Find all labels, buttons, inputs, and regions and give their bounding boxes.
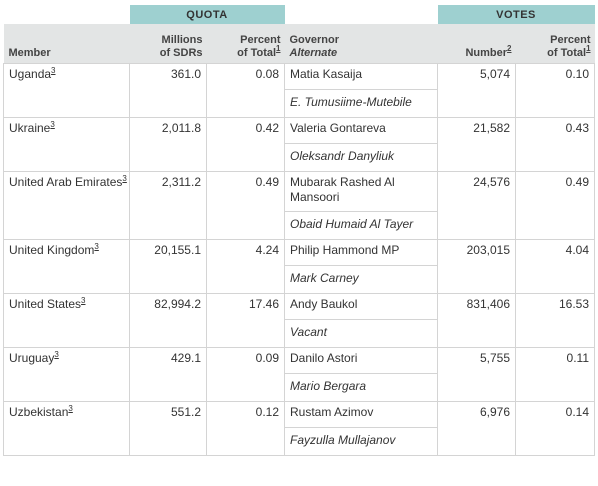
footnote-link[interactable]: 3 [122,174,127,183]
table-row: Ukraine3 2,011.8 0.42 Valeria Gontareva … [3,117,596,172]
table-row: United Arab Emirates3 2,311.2 0.49 Mubar… [3,171,596,240]
footnote-link[interactable]: 3 [54,350,59,359]
governor-cell: Rustam Azimov [284,401,438,428]
quota-millions-cell: 361.0 [129,63,207,118]
millions-column-header: Millions of SDRs [129,24,207,64]
footnote-link[interactable]: 3 [50,120,55,129]
alternate-row: Mark Carney [4,265,595,294]
quota-percent-cell: 17.46 [206,293,285,348]
votes-percent-cell: 0.49 [514,171,596,240]
votes-number-cell: 21,582 [437,117,516,172]
votes-percent-cell: 4.04 [514,239,596,294]
quota-millions-cell: 82,994.2 [129,293,207,348]
quota-percent-cell: 0.09 [206,347,285,402]
quota-votes-table: QUOTA VOTES Member Millions of SDRs Perce… [3,5,596,456]
member-cell: Uruguay3 [3,347,130,402]
member-column-header: Member [3,24,130,64]
footnote-link[interactable]: 3 [51,66,56,75]
group-header-row: QUOTA VOTES [3,5,595,24]
governor-column-header: Governor Alternate [284,24,438,64]
quota-percent-cell: 0.08 [206,63,285,118]
footnote-link[interactable]: 1 [586,44,591,53]
votes-number-column-header: Number2 [437,24,516,64]
votes-number-cell: 24,576 [437,171,516,240]
governor-cell: Mubarak Rashed Al Mansoori [284,171,438,212]
member-cell: United Arab Emirates3 [3,171,130,240]
member-cell: Uzbekistan3 [3,401,130,456]
quota-millions-cell: 20,155.1 [129,239,207,294]
alternate-row: Fayzulla Mullajanov [4,427,595,456]
votes-number-cell: 203,015 [437,239,516,294]
quota-millions-cell: 2,011.8 [129,117,207,172]
votes-percent-cell: 16.53 [514,293,596,348]
alternate-cell: E. Tumusiime-Mutebile [284,89,438,118]
alternate-cell: Vacant [284,319,438,348]
votes-percent-cell: 0.43 [514,117,596,172]
member-cell: United States3 [3,293,130,348]
votes-percent-cell: 0.10 [514,63,596,118]
quota-millions-cell: 2,311.2 [129,171,207,240]
table-row: Uzbekistan3 551.2 0.12 Rustam Azimov 6,9… [3,401,596,456]
governor-cell: Andy Baukol [284,293,438,320]
quota-percent-column-header: Percent of Total1 [206,24,285,64]
governor-cell: Danilo Astori [284,347,438,374]
quota-percent-cell: 0.12 [206,401,285,456]
governor-cell: Philip Hammond MP [284,239,438,266]
member-cell: Ukraine3 [3,117,130,172]
table-row: United States3 82,994.2 17.46 Andy Bauko… [3,293,596,348]
votes-percent-column-header: Percent of Total1 [515,24,595,64]
votes-percent-cell: 0.14 [514,401,596,456]
column-header-row: Member Millions of SDRs Percent of Total1 … [3,24,595,64]
alternate-row: Oleksandr Danyliuk [4,143,595,172]
votes-number-cell: 6,976 [437,401,516,456]
votes-number-cell: 831,406 [437,293,516,348]
alternate-cell: Fayzulla Mullajanov [284,427,438,456]
alternate-row: E. Tumusiime-Mutebile [4,89,595,118]
table-row: Uganda3 361.0 0.08 Matia Kasaija 5,074 0… [3,63,596,118]
governor-cell: Valeria Gontareva [284,117,438,144]
footnote-link[interactable]: 2 [507,44,512,53]
votes-group-header: VOTES [437,5,595,24]
footnote-link[interactable]: 3 [94,242,99,251]
quota-percent-cell: 0.42 [206,117,285,172]
quota-group-header: QUOTA [129,5,285,24]
alternate-cell: Mark Carney [284,265,438,294]
table-row: Uruguay3 429.1 0.09 Danilo Astori 5,755 … [3,347,596,402]
alternate-row: Vacant [4,319,595,348]
alternate-row: Mario Bergara [4,373,595,402]
votes-number-cell: 5,755 [437,347,516,402]
quota-millions-cell: 429.1 [129,347,207,402]
alternate-cell: Mario Bergara [284,373,438,402]
footnote-link[interactable]: 3 [81,296,86,305]
footnote-link[interactable]: 1 [276,44,281,53]
footnote-link[interactable]: 3 [68,404,73,413]
member-cell: United Kingdom3 [3,239,130,294]
quota-millions-cell: 551.2 [129,401,207,456]
governor-cell: Matia Kasaija [284,63,438,90]
alternate-cell: Obaid Humaid Al Tayer [284,211,438,240]
votes-number-cell: 5,074 [437,63,516,118]
table-row: United Kingdom3 20,155.1 4.24 Philip Ham… [3,239,596,294]
quota-percent-cell: 4.24 [206,239,285,294]
member-cell: Uganda3 [3,63,130,118]
votes-percent-cell: 0.11 [514,347,596,402]
alternate-cell: Oleksandr Danyliuk [284,143,438,172]
quota-percent-cell: 0.49 [206,171,285,240]
